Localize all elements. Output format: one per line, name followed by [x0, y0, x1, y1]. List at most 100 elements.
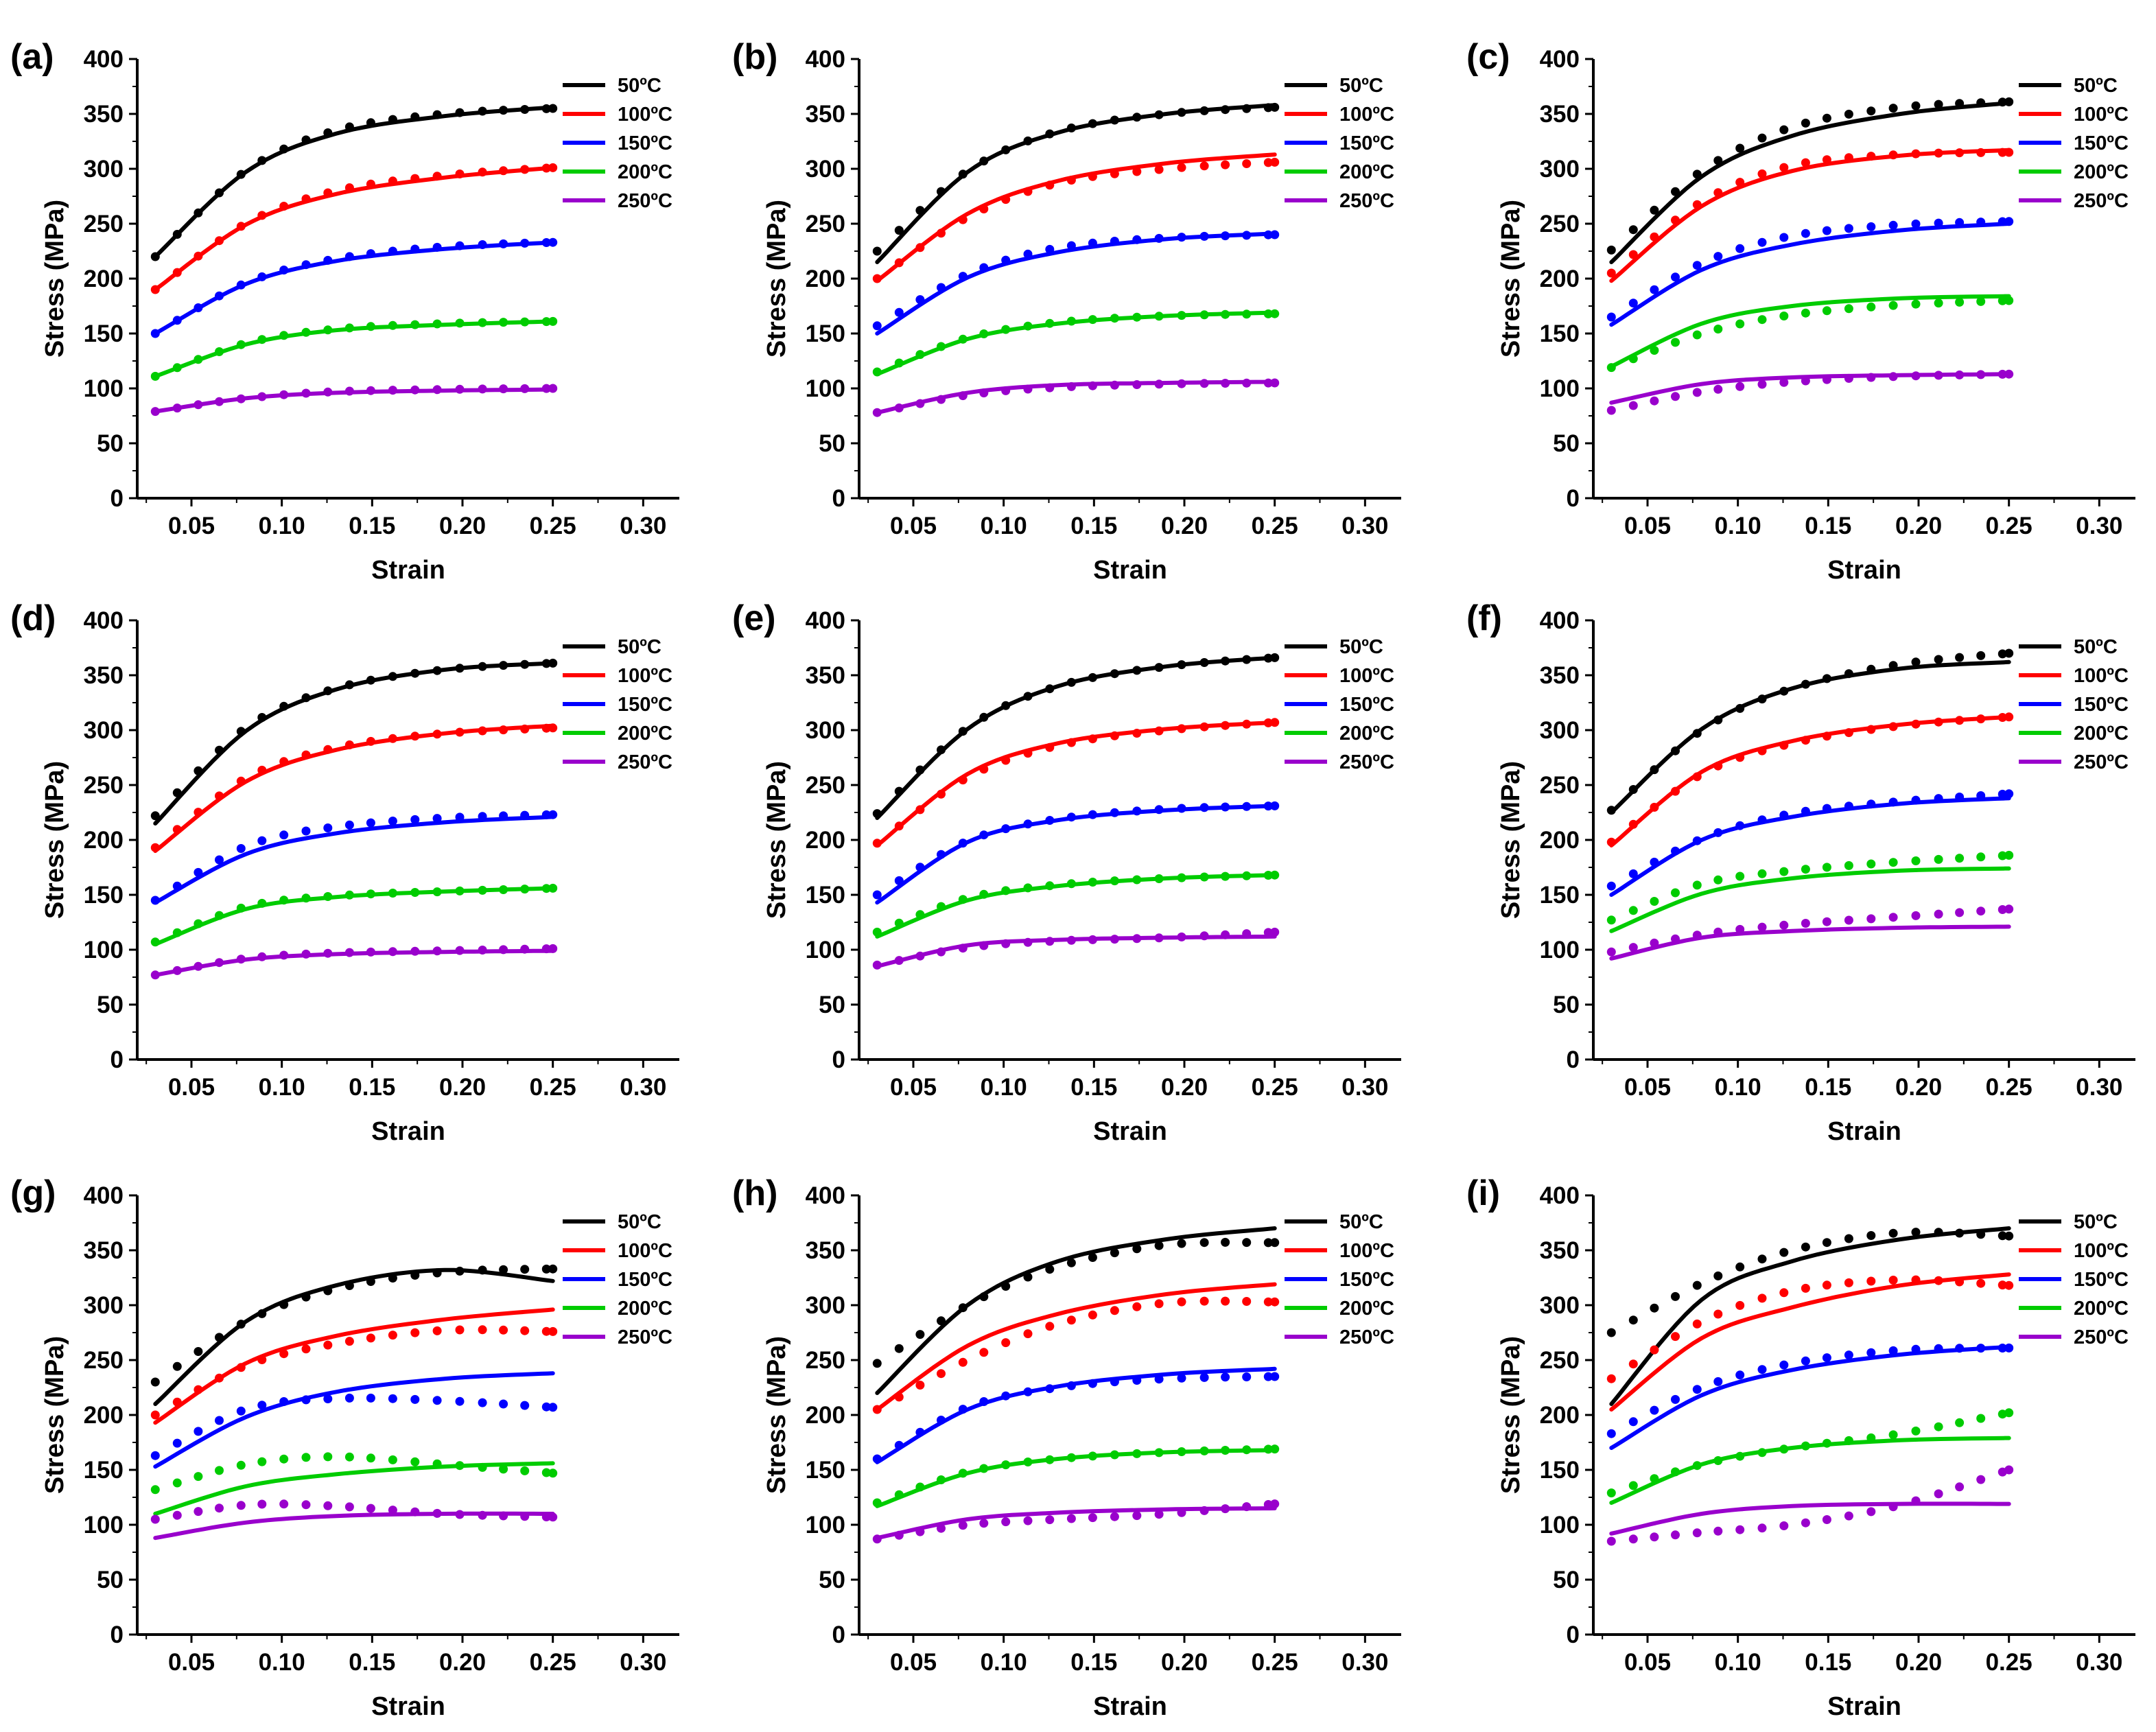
x-tick-label: 0.30 — [1341, 1074, 1388, 1101]
series-data-point — [548, 163, 558, 172]
series-data-point — [1088, 672, 1097, 682]
x-tick-label: 0.15 — [349, 1074, 395, 1101]
series-data-point — [1976, 218, 1986, 227]
series-data-point — [1671, 1332, 1680, 1342]
series-data-point — [937, 1316, 946, 1326]
series-data-point — [1888, 104, 1898, 113]
series-data-point — [1692, 200, 1702, 209]
series-data-point — [1154, 1510, 1164, 1519]
y-tick-label: 150 — [84, 320, 124, 347]
series-data-point — [1023, 1458, 1033, 1466]
series-data-point — [432, 1268, 442, 1278]
series-data-point — [1822, 863, 1831, 872]
series-data-point — [150, 843, 160, 852]
series-data-point — [979, 1519, 989, 1528]
y-tick-label: 250 — [1540, 1347, 1580, 1374]
legend-label: 250ºC — [2074, 1326, 2129, 1348]
series-data-point — [1270, 1238, 1280, 1248]
series-data-point — [1177, 804, 1186, 813]
x-tick-label: 0.25 — [530, 1074, 576, 1101]
series-data-point — [1934, 1422, 1943, 1431]
panel-label: (e) — [732, 598, 776, 638]
series-data-point — [499, 1511, 508, 1521]
series-data-point — [894, 226, 904, 235]
legend-label: 200ºC — [618, 161, 672, 183]
series-data-point — [1888, 913, 1898, 922]
series-data-point — [1934, 218, 1943, 228]
series-data-point — [1735, 143, 1745, 153]
series-data-point — [478, 1325, 487, 1335]
series-data-point — [1779, 125, 1789, 134]
series-data-point — [915, 910, 925, 920]
series-data-point — [499, 239, 508, 248]
y-axis-title: Stress (MPa) — [762, 761, 791, 919]
series-data-point — [1132, 1511, 1142, 1521]
series-data-point — [1713, 1377, 1723, 1386]
series-data-point — [1221, 1446, 1230, 1455]
y-tick-label: 350 — [84, 662, 124, 689]
series-data-point — [2004, 369, 2014, 379]
series-data-point — [323, 1286, 333, 1296]
x-axis-title: Strain — [1093, 1692, 1167, 1721]
x-tick-label: 0.10 — [259, 1074, 305, 1101]
series-data-point — [1692, 836, 1702, 845]
y-tick-label: 50 — [819, 1567, 845, 1593]
series-data-point — [1844, 915, 1853, 925]
series-data-point — [215, 1503, 224, 1513]
series-data-point — [1270, 653, 1280, 662]
y-tick-label: 100 — [806, 375, 845, 402]
series-data-point — [1801, 1283, 1810, 1293]
series-data-point — [410, 888, 420, 897]
series-data-point — [979, 889, 989, 899]
series-data-point — [366, 386, 375, 395]
series-data-point — [1866, 152, 1876, 161]
series-data-point — [1671, 1467, 1680, 1477]
series-data-point — [2004, 1343, 2014, 1353]
series-fit-line — [153, 1307, 555, 1425]
y-tick-label: 300 — [806, 1292, 845, 1319]
series-data-point — [150, 285, 160, 294]
series-data-point — [1911, 101, 1921, 110]
series-data-point — [478, 318, 487, 327]
series-data-point — [1001, 195, 1011, 204]
series-data-point — [1934, 100, 1943, 109]
series-data-point — [1888, 220, 1898, 230]
series-data-point — [541, 1402, 551, 1412]
series-data-point — [1045, 180, 1055, 190]
series-data-point — [1110, 1306, 1119, 1315]
legend-label: 200ºC — [2074, 1298, 2129, 1320]
series-data-point — [1221, 802, 1230, 812]
series-data-point — [1955, 854, 1965, 863]
series-data-point — [1221, 656, 1230, 666]
series-data-point — [388, 1274, 397, 1283]
series-data-point — [1270, 157, 1280, 167]
series-data-point — [958, 1521, 968, 1530]
series-data-point — [1713, 384, 1723, 394]
series-data-point — [410, 1328, 420, 1337]
series-data-point — [478, 1265, 487, 1275]
series-data-point — [1110, 669, 1119, 679]
y-tick-label: 350 — [84, 101, 124, 128]
series-fit-line — [1609, 1501, 2011, 1536]
series-data-point — [1045, 881, 1055, 891]
legend-label: 200ºC — [1339, 1298, 1394, 1320]
series-data-point — [215, 236, 224, 246]
series-data-point — [1199, 106, 1209, 115]
series-fit-line — [153, 240, 555, 336]
y-axis-title: Stress (MPa) — [1497, 1336, 1525, 1494]
series-data-point — [344, 740, 354, 749]
y-axis-title: Stress (MPa) — [40, 1336, 69, 1494]
series-fit-line — [1609, 294, 2011, 368]
series-data-point — [1154, 874, 1164, 883]
series-data-point — [1801, 1242, 1810, 1252]
series-data-point — [520, 384, 530, 393]
series-data-point — [172, 1361, 182, 1371]
series-data-point — [1177, 1508, 1186, 1517]
y-tick-label: 250 — [1540, 772, 1580, 799]
series-data-point — [455, 664, 465, 673]
series-data-point — [958, 727, 968, 736]
series-data-point — [366, 889, 375, 899]
series-data-point — [150, 937, 160, 947]
series-data-point — [1757, 169, 1767, 178]
series-data-point — [1713, 325, 1723, 333]
